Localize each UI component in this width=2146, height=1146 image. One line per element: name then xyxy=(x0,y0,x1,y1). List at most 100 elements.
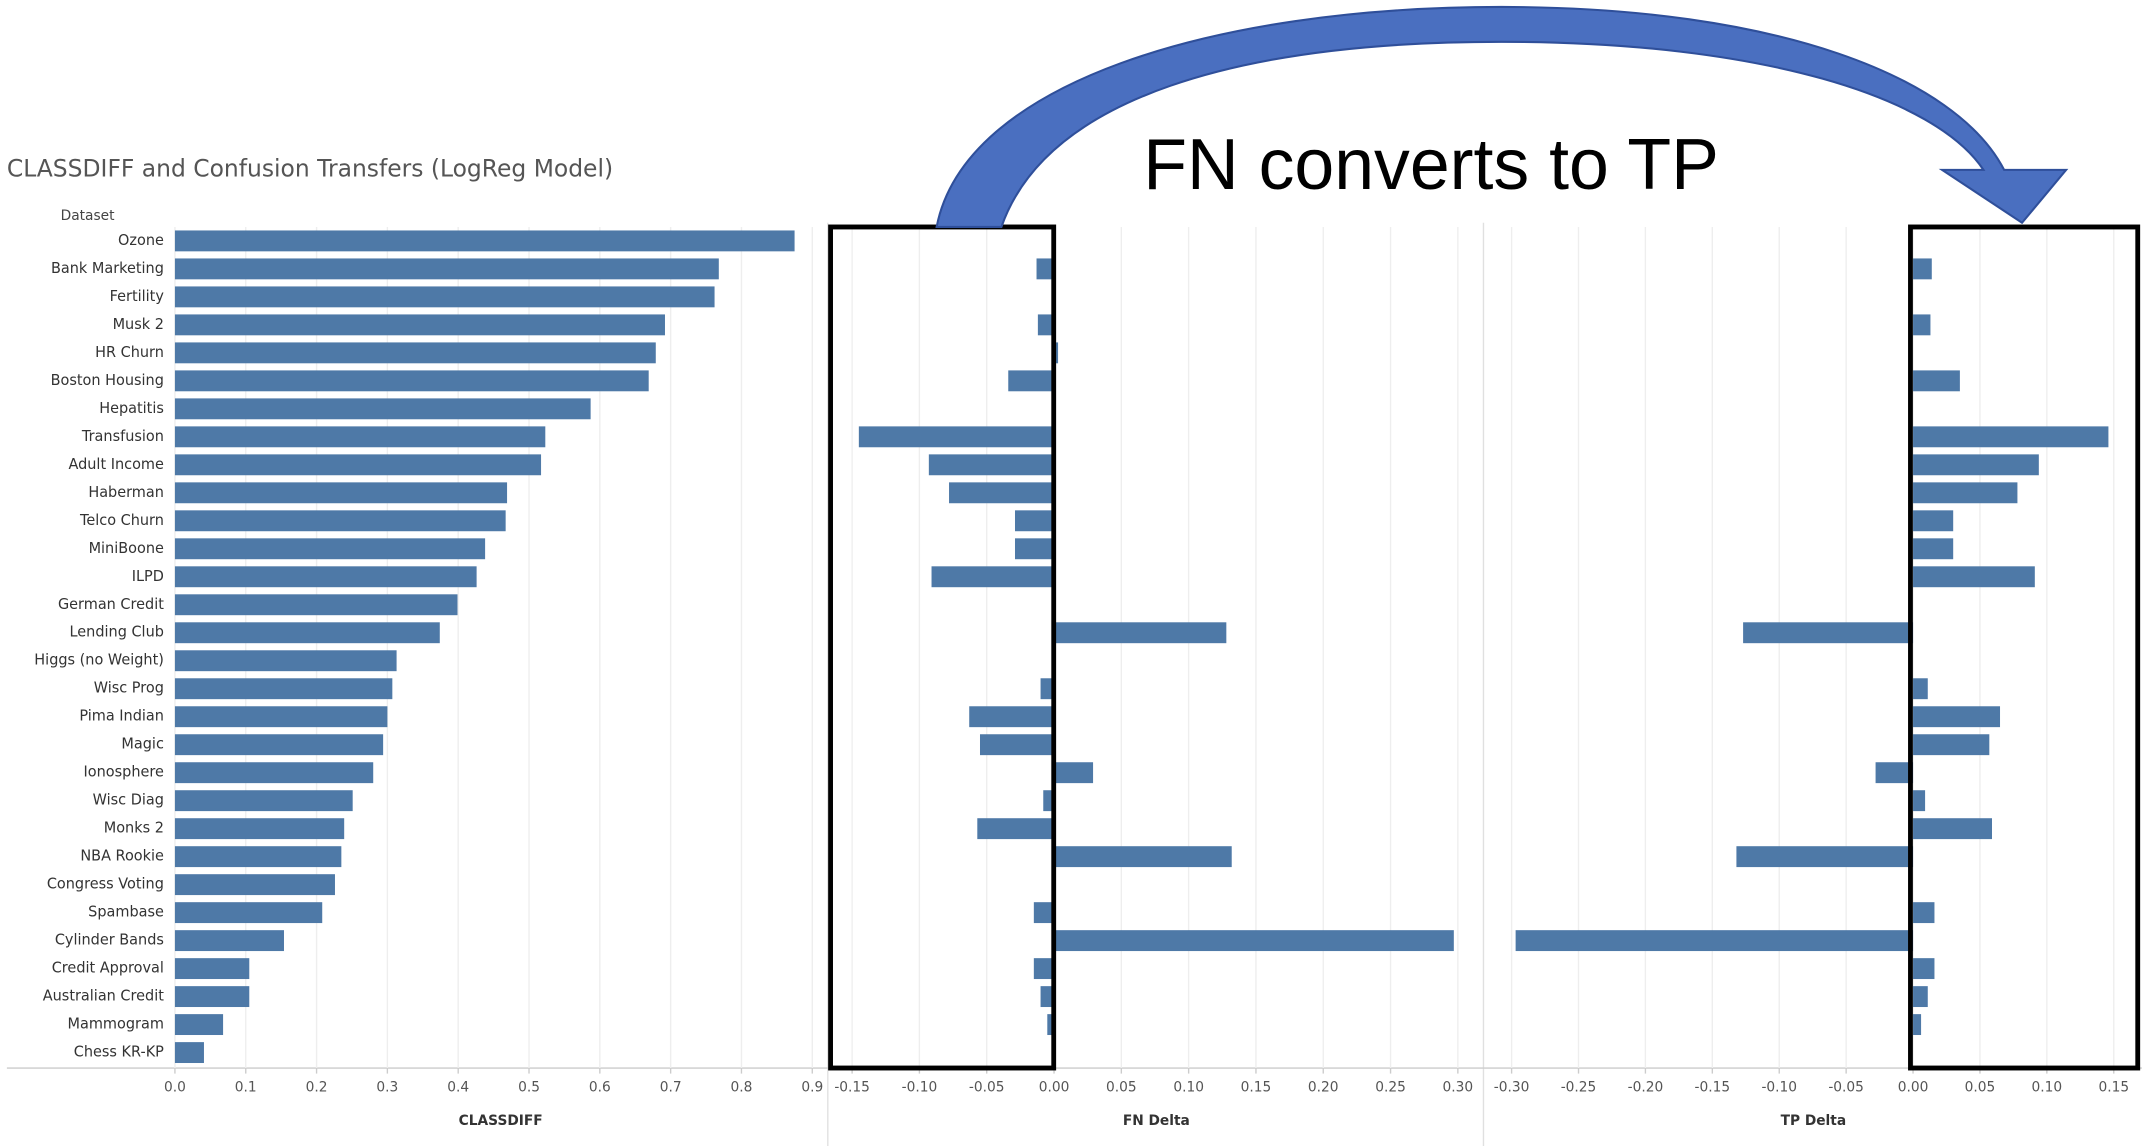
bar xyxy=(1037,314,1055,336)
bar xyxy=(1913,986,1928,1008)
x-tick-label: 0.00 xyxy=(1898,1079,1929,1095)
bar xyxy=(174,846,342,868)
x-tick-label: 0.05 xyxy=(1106,1079,1137,1095)
bar xyxy=(1043,790,1055,812)
bar xyxy=(858,426,1055,448)
annotation: FN converts to TP xyxy=(1143,125,1719,205)
category-label: Transfusion xyxy=(81,429,164,445)
bar xyxy=(1913,958,1935,980)
x-tick-label: -0.10 xyxy=(902,1079,938,1095)
category-label: MiniBoone xyxy=(89,541,164,557)
bar xyxy=(174,790,353,812)
bar xyxy=(174,762,374,784)
x-tick-label: 0.05 xyxy=(1965,1079,1996,1095)
bar xyxy=(174,958,250,980)
x-tick-label: 0.20 xyxy=(1308,1079,1339,1095)
category-label: Bank Marketing xyxy=(51,261,164,277)
x-tick-label: 0.25 xyxy=(1375,1079,1406,1095)
bar xyxy=(979,734,1055,756)
bar xyxy=(1040,678,1055,700)
x-axis-label: CLASSDIFF xyxy=(459,1113,543,1129)
bar xyxy=(1054,930,1454,952)
chart-title: CLASSDIFF and Confusion Transfers (LogRe… xyxy=(7,154,613,182)
x-tick-label: 0.9 xyxy=(801,1079,823,1095)
category-label: Ozone xyxy=(118,233,164,249)
bar xyxy=(174,342,656,364)
y-axis-label: Dataset xyxy=(61,208,115,224)
bar xyxy=(174,734,384,756)
x-tick-label: 0.10 xyxy=(2032,1079,2063,1095)
bar xyxy=(174,538,486,560)
bar xyxy=(1913,258,1932,280)
category-label: Pima Indian xyxy=(79,709,164,725)
bar xyxy=(1040,986,1055,1008)
bar xyxy=(174,706,388,728)
bar xyxy=(1913,426,2109,448)
bar xyxy=(174,258,719,280)
bar xyxy=(174,930,284,952)
x-tick-label: 0.0 xyxy=(164,1079,186,1095)
bar xyxy=(174,482,508,504)
bar xyxy=(1913,706,2001,728)
plot: Ozone Bank Marketing Fertility Musk 2 HR Chu… xyxy=(34,226,2129,1129)
bar xyxy=(1913,314,1931,336)
x-tick-label: 0.1 xyxy=(235,1079,257,1095)
bar xyxy=(1913,734,1990,756)
bar xyxy=(931,566,1055,588)
category-label: Haberman xyxy=(88,485,164,501)
x-tick-label: 0.3 xyxy=(376,1079,398,1095)
bar xyxy=(174,566,477,588)
x-tick-label: -0.30 xyxy=(1494,1079,1530,1095)
x-tick-label: -0.15 xyxy=(834,1079,870,1095)
x-tick-label: 0.5 xyxy=(518,1079,540,1095)
x-axis-label: FN Delta xyxy=(1123,1113,1190,1129)
category-label: Mammogram xyxy=(68,1017,164,1033)
bar xyxy=(1033,958,1055,980)
category-label: Cylinder Bands xyxy=(55,933,164,949)
bar xyxy=(1913,818,1992,840)
bar xyxy=(174,426,546,448)
bar xyxy=(1736,846,1914,868)
bar xyxy=(174,314,665,336)
bar xyxy=(174,230,795,252)
bar xyxy=(1036,258,1055,280)
x-tick-label: 0.8 xyxy=(731,1079,753,1095)
category-label: Hepatitis xyxy=(99,401,164,417)
bar xyxy=(174,818,345,840)
category-label: German Credit xyxy=(58,597,164,613)
bar xyxy=(174,986,250,1008)
bar xyxy=(1913,902,1935,924)
category-label: Credit Approval xyxy=(52,961,164,977)
bar xyxy=(174,454,542,476)
x-tick-label: -0.20 xyxy=(1628,1079,1664,1095)
category-label: Spambase xyxy=(88,905,164,921)
x-tick-label: 0.00 xyxy=(1039,1079,1070,1095)
category-label: Fertility xyxy=(110,289,165,305)
x-tick-label: 0.2 xyxy=(306,1079,328,1095)
bar xyxy=(174,874,335,896)
category-label: Higgs (no Weight) xyxy=(34,653,164,669)
bar xyxy=(1014,538,1055,560)
x-tick-label: 0.30 xyxy=(1443,1079,1474,1095)
bar xyxy=(1008,370,1055,392)
x-tick-label: -0.15 xyxy=(1695,1079,1731,1095)
x-tick-label: -0.05 xyxy=(969,1079,1005,1095)
bar xyxy=(1054,762,1094,784)
bar xyxy=(174,286,715,308)
bar xyxy=(1913,678,1928,700)
bar xyxy=(1913,510,1954,532)
x-axis-label: TP Delta xyxy=(1781,1113,1847,1129)
category-label: Wisc Prog xyxy=(94,681,164,697)
bar xyxy=(1047,1014,1055,1036)
bar xyxy=(1913,538,1954,560)
bar xyxy=(1913,790,1926,812)
x-tick-label: -0.05 xyxy=(1828,1079,1864,1095)
bar xyxy=(174,622,440,644)
bar xyxy=(928,454,1055,476)
bar xyxy=(1913,370,1960,392)
category-label: Boston Housing xyxy=(51,373,164,389)
bar xyxy=(1014,510,1055,532)
bar xyxy=(1913,1014,1922,1036)
category-label: Congress Voting xyxy=(47,877,164,893)
